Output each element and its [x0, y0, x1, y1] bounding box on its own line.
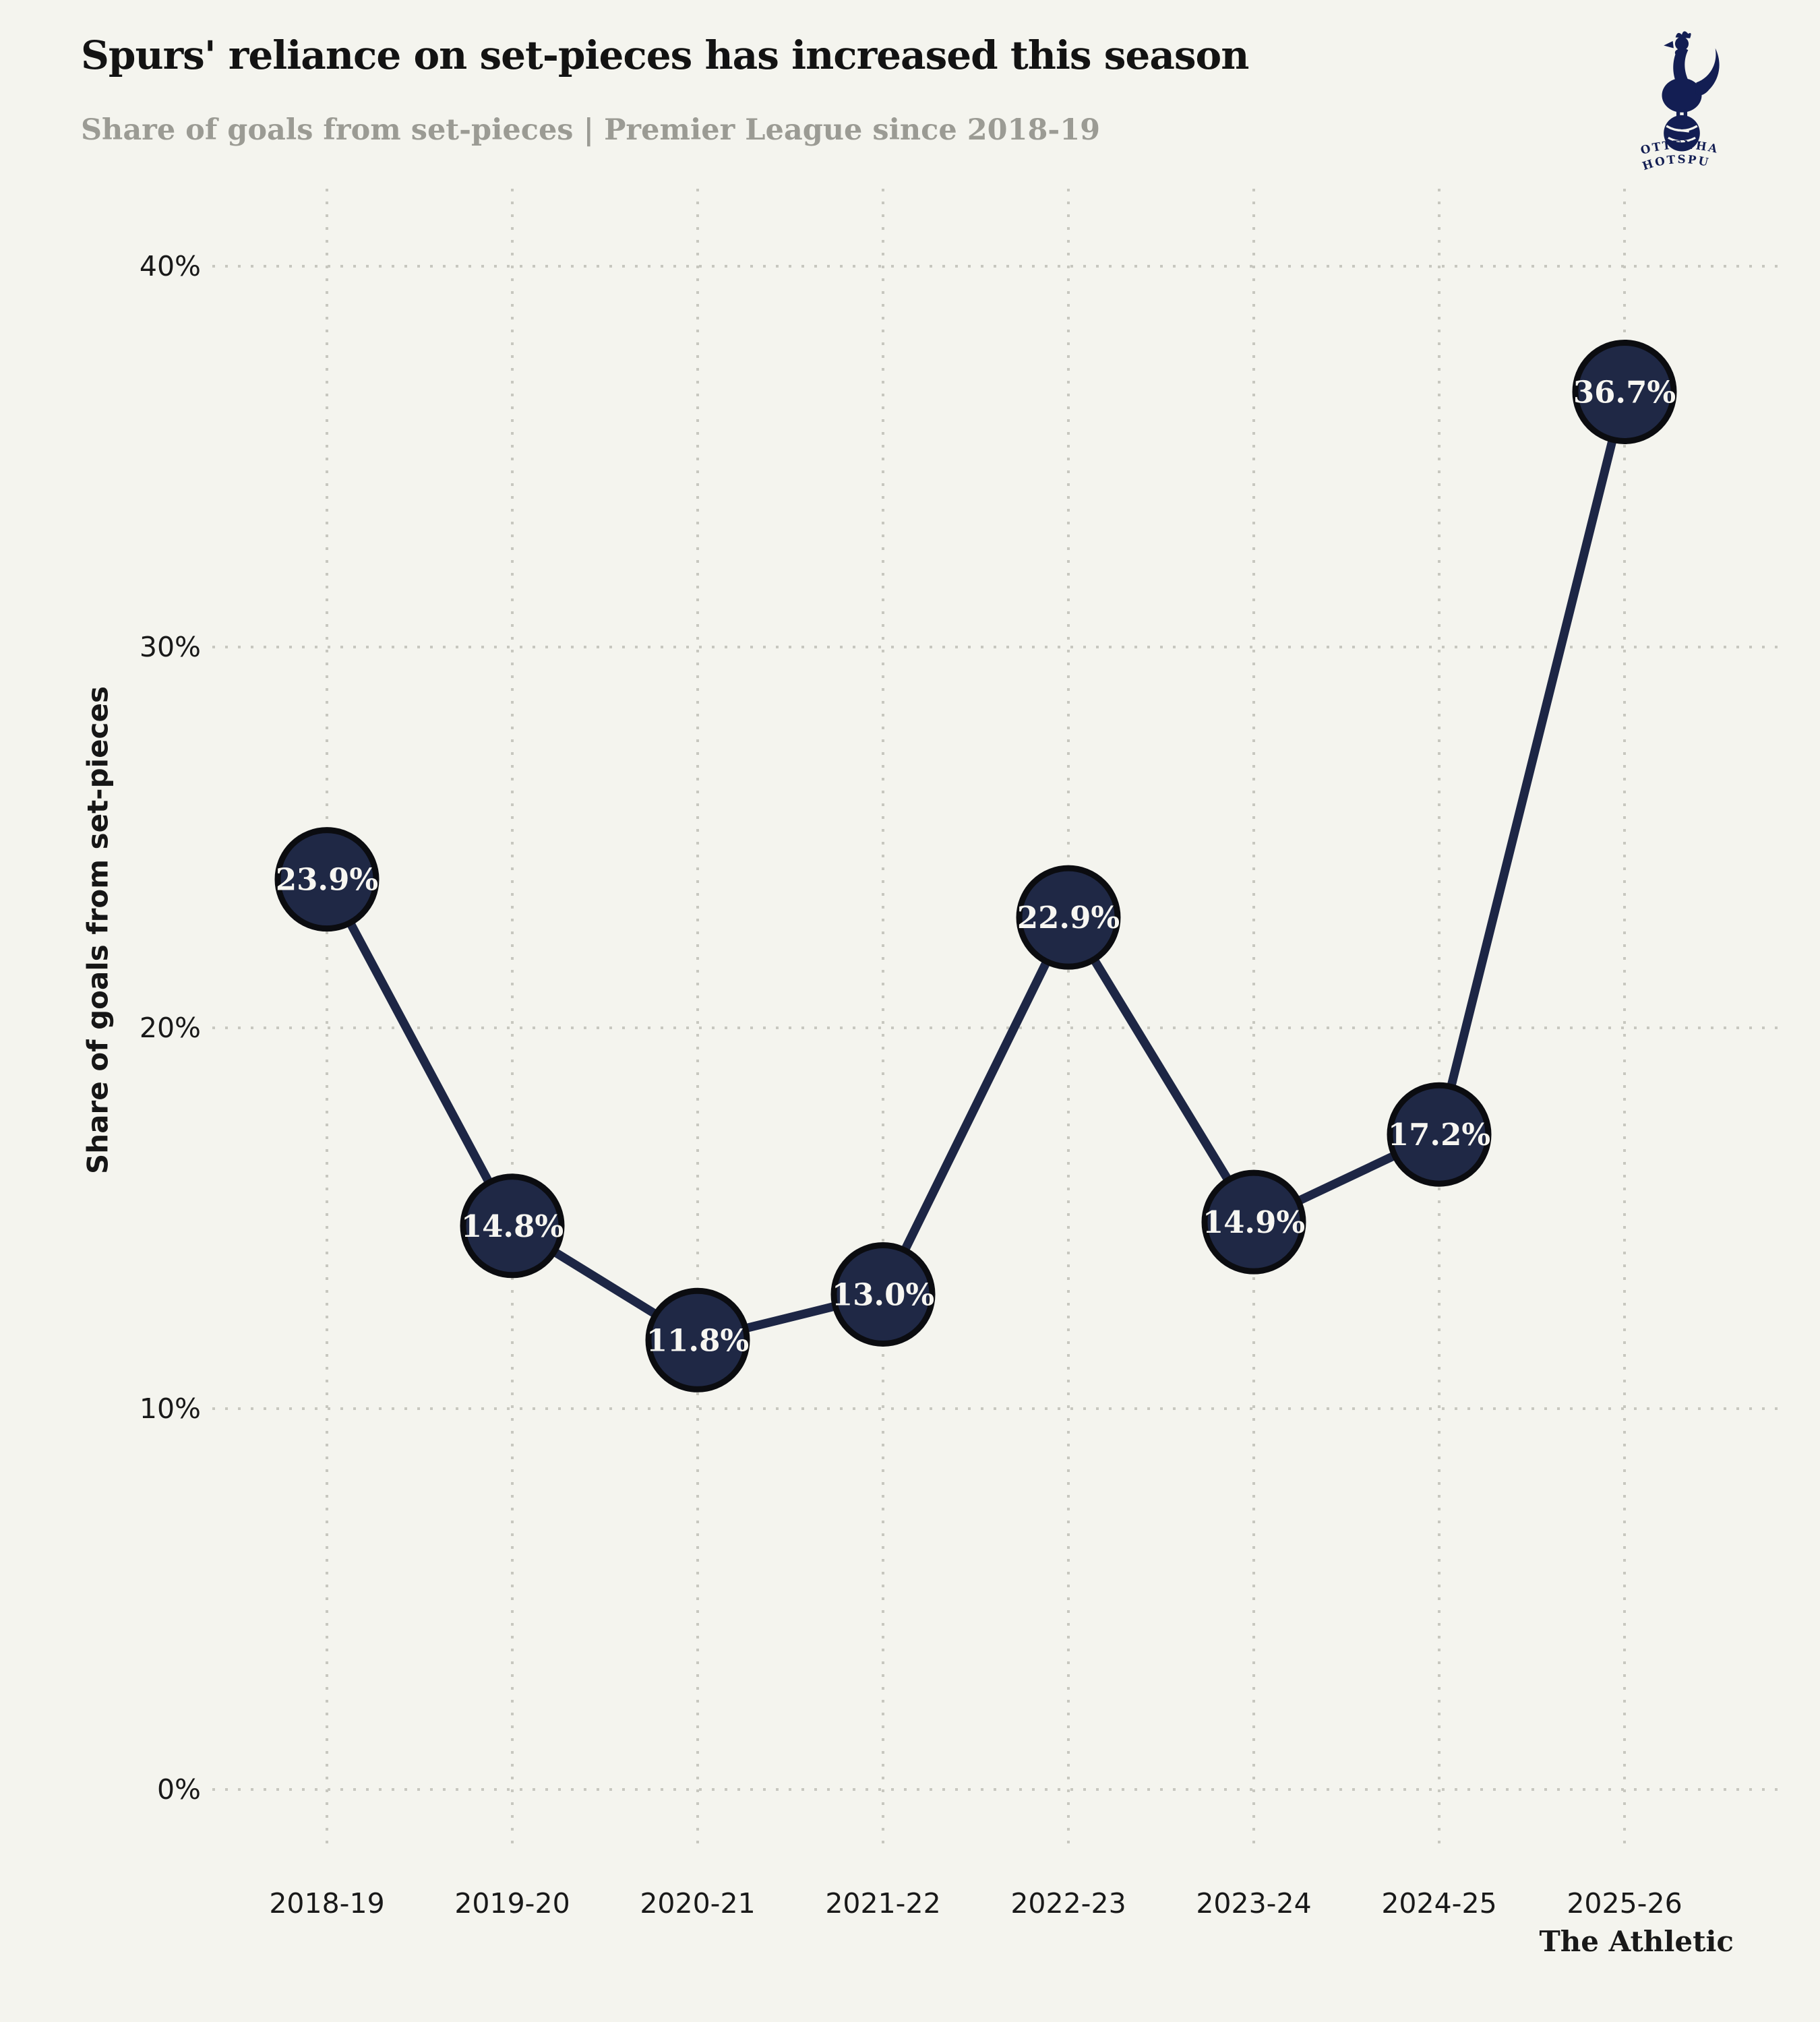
- cockerel-icon: [1662, 31, 1720, 152]
- the-athletic-wordmark: The Athletic: [1539, 1925, 1734, 1958]
- data-point-label-2021-22: 13.0%: [832, 1277, 934, 1313]
- x-tick-label-2024-25: 2024-25: [1381, 1887, 1496, 1920]
- x-tick-label-2023-24: 2023-24: [1196, 1887, 1311, 1920]
- data-point-label-2020-21: 11.8%: [646, 1322, 749, 1358]
- y-tick-label-20: 20%: [140, 1012, 201, 1044]
- data-point-2023-24: [1201, 1169, 1306, 1275]
- y-tick-label-30: 30%: [140, 631, 201, 663]
- data-point-2025-26: [1572, 339, 1677, 444]
- page-title: Spurs' reliance on set-pieces has increa…: [81, 32, 1249, 78]
- y-tick-label-0: 0%: [157, 1773, 201, 1806]
- x-tick-label-2025-26: 2025-26: [1567, 1887, 1682, 1920]
- tottenham-hotspur-logo-icon: TOTTENHAM HOTSPUR: [1620, 23, 1720, 171]
- data-point-2018-19: [274, 827, 380, 932]
- ball-lacing: [1666, 125, 1698, 143]
- data-point-label-2022-23: 22.9%: [1017, 900, 1120, 936]
- data-point-2021-22: [830, 1242, 936, 1347]
- data-point-label-2025-26: 36.7%: [1573, 374, 1676, 410]
- y-tick-label-40: 40%: [140, 250, 201, 282]
- x-tick-label-2019-20: 2019-20: [454, 1887, 570, 1920]
- data-point-label-2019-20: 14.8%: [461, 1208, 564, 1244]
- data-point-2019-20: [460, 1173, 565, 1279]
- y-axis-title: Share of goals from set-pieces: [81, 686, 115, 1174]
- x-tick-label-2020-21: 2020-21: [640, 1887, 755, 1920]
- x-tick-label-2018-19: 2018-19: [269, 1887, 384, 1920]
- data-point-2022-23: [1016, 865, 1121, 970]
- data-point-2024-25: [1387, 1082, 1492, 1187]
- page-subtitle: Share of goals from set-pieces | Premier…: [81, 113, 1101, 147]
- y-tick-label-10: 10%: [140, 1392, 201, 1425]
- data-point-2020-21: [645, 1287, 750, 1392]
- x-tick-label-2022-23: 2022-23: [1010, 1887, 1126, 1920]
- x-tick-label-2021-22: 2021-22: [825, 1887, 940, 1920]
- data-point-label-2024-25: 17.2%: [1388, 1117, 1490, 1153]
- data-point-label-2018-19: 23.9%: [276, 862, 378, 898]
- data-point-label-2023-24: 14.9%: [1203, 1204, 1305, 1240]
